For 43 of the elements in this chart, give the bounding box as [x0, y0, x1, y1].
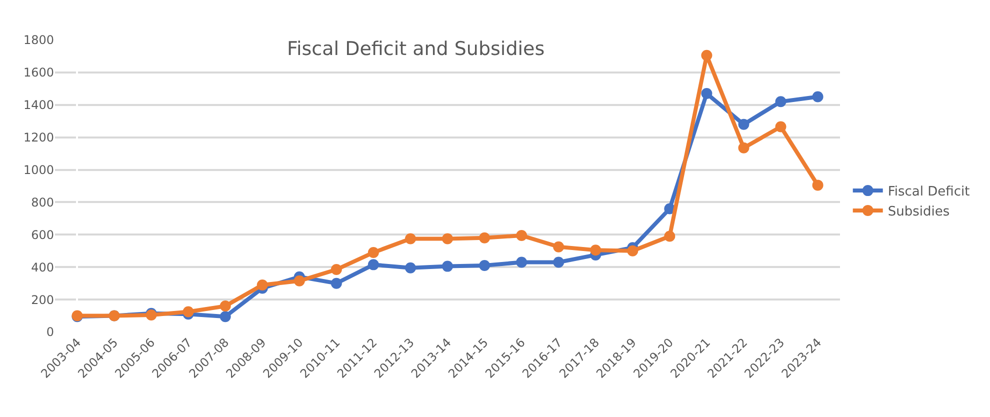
point: [701, 50, 712, 61]
y-tick-label: 0: [46, 325, 54, 340]
y-tick-label: 1600: [23, 66, 54, 80]
y-tick-label: 1800: [23, 33, 54, 48]
point: [812, 91, 824, 102]
point: [590, 244, 602, 256]
point: [479, 232, 490, 244]
y-tick-label: 400: [31, 260, 54, 274]
point: [812, 180, 824, 191]
point: [479, 260, 490, 271]
y-tick-label: 1000: [23, 162, 54, 177]
point: [738, 142, 750, 154]
point: [553, 256, 564, 268]
point: [182, 306, 194, 318]
point: [368, 259, 379, 270]
y-tick-label: 200: [31, 292, 54, 307]
point: [664, 230, 676, 242]
point: [330, 264, 342, 276]
chart-title: Fiscal Deficit and Subsidies: [286, 38, 545, 60]
point: [256, 279, 268, 290]
point: [516, 256, 528, 268]
point: [442, 233, 453, 244]
y-tick-label: 800: [31, 195, 54, 210]
point: [368, 247, 379, 258]
point: [516, 230, 528, 241]
legend-label: Fiscal Deficit: [888, 184, 970, 200]
point: [775, 96, 786, 108]
point: [330, 278, 342, 289]
legend-label: Subsidies: [888, 204, 950, 220]
point: [404, 262, 416, 274]
point: [553, 241, 564, 252]
point: [738, 118, 750, 130]
point: [404, 233, 416, 244]
y-tick-label: 1400: [23, 98, 54, 112]
point: [775, 121, 786, 132]
point: [627, 245, 638, 256]
y-tick-label: 1200: [23, 130, 54, 145]
y-tick-label: 600: [31, 228, 54, 242]
point: [442, 260, 453, 272]
point: [701, 88, 712, 100]
point: [220, 300, 231, 312]
point: [220, 311, 231, 322]
point: [294, 275, 305, 286]
